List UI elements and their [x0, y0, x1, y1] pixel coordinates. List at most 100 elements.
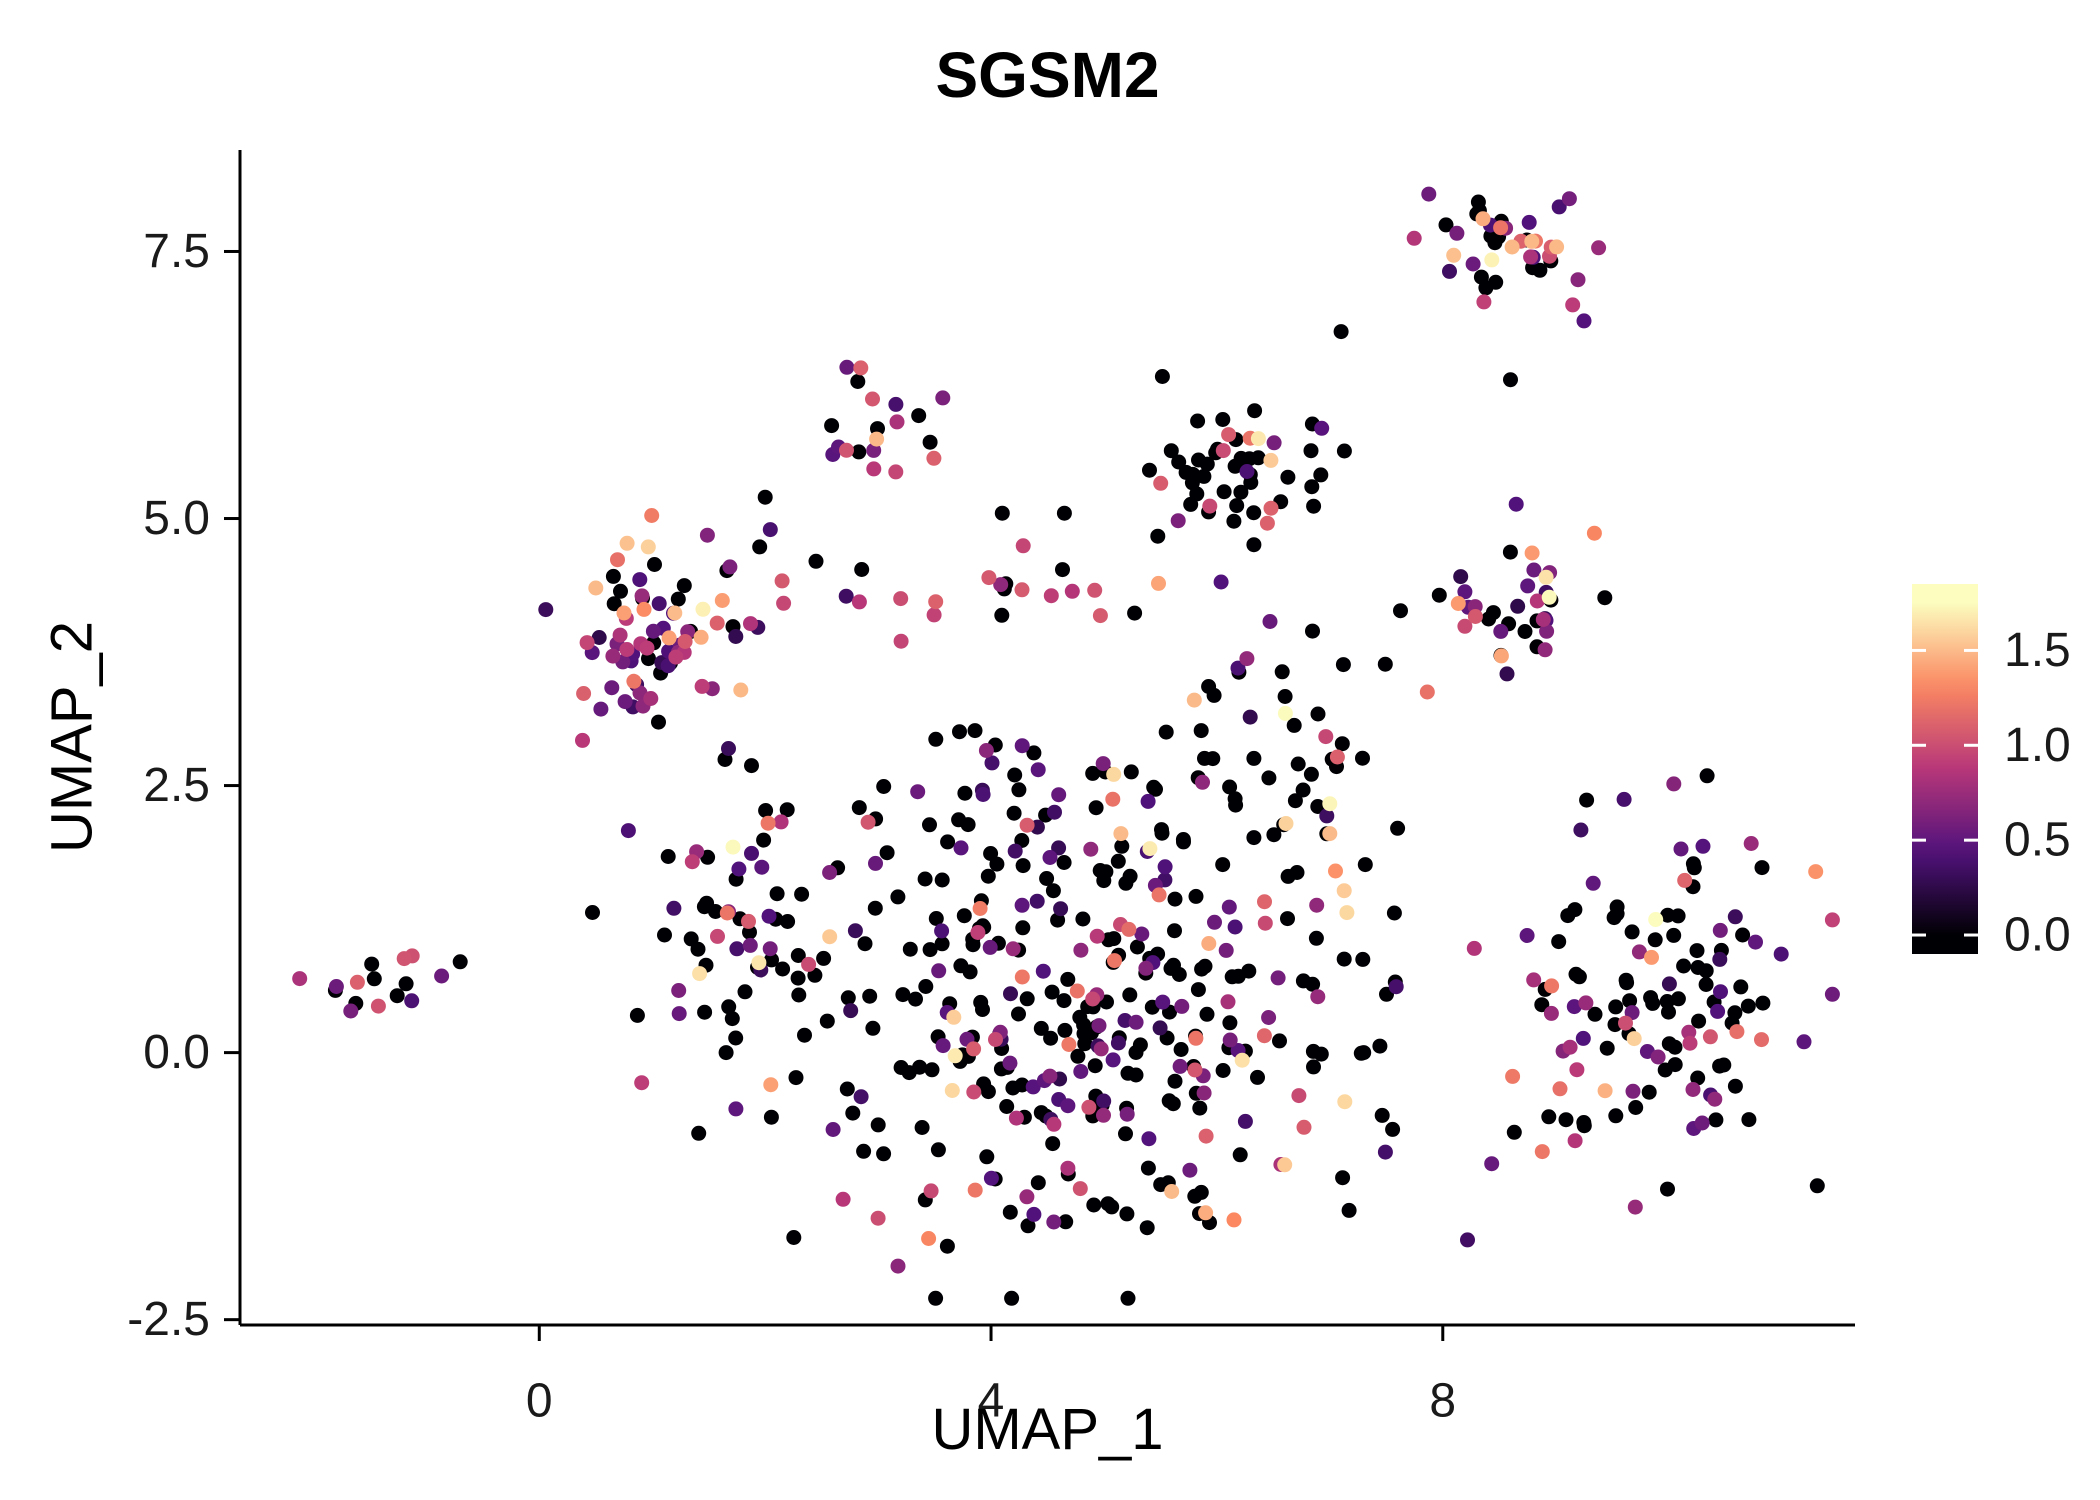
- data-point: [1170, 513, 1186, 529]
- data-point: [1506, 1124, 1522, 1140]
- data-point: [1089, 928, 1105, 944]
- data-point: [610, 552, 625, 568]
- data-point: [1151, 887, 1167, 903]
- data-point: [1526, 972, 1542, 988]
- data-point: [1192, 1100, 1208, 1116]
- data-point: [718, 1045, 734, 1061]
- data-point: [944, 1083, 960, 1098]
- data-point: [840, 990, 856, 1006]
- data-point: [1239, 464, 1255, 479]
- data-point: [856, 1143, 872, 1159]
- data-point: [1146, 779, 1162, 795]
- data-point: [890, 1258, 906, 1274]
- data-point: [1727, 1005, 1743, 1021]
- data-point: [1504, 239, 1520, 255]
- data-point: [1453, 569, 1469, 585]
- x-tick-label: 8: [1429, 1375, 1456, 1428]
- data-point: [1689, 943, 1705, 959]
- data-point: [721, 999, 737, 1015]
- data-point: [1042, 1068, 1058, 1084]
- data-point: [786, 1230, 802, 1245]
- data-point: [1713, 984, 1728, 1000]
- data-point: [870, 1117, 886, 1133]
- data-point: [774, 573, 790, 589]
- data-point: [645, 623, 661, 639]
- data-point: [632, 572, 648, 588]
- data-point: [908, 991, 923, 1007]
- data-point: [922, 434, 938, 450]
- data-point: [1740, 998, 1756, 1014]
- data-point: [1685, 1082, 1701, 1097]
- data-point: [1707, 1091, 1723, 1107]
- data-point: [1457, 618, 1473, 634]
- data-point: [619, 642, 635, 657]
- data-point: [1450, 596, 1466, 611]
- data-point: [1165, 1096, 1181, 1112]
- data-point: [744, 845, 759, 861]
- data-point: [1100, 1196, 1116, 1212]
- data-point: [1809, 1178, 1825, 1194]
- data-point: [434, 968, 450, 984]
- data-point: [1508, 496, 1524, 512]
- data-point: [743, 616, 758, 632]
- data-point: [1128, 1045, 1144, 1060]
- data-point: [790, 948, 806, 963]
- data-point: [1150, 528, 1166, 544]
- data-point: [822, 865, 838, 880]
- data-point: [1046, 1214, 1062, 1230]
- data-point: [1193, 723, 1209, 739]
- data-point: [742, 924, 757, 940]
- y-tick-label: 7.5: [143, 225, 210, 278]
- data-point: [1154, 369, 1170, 384]
- data-point: [1106, 931, 1122, 947]
- data-point: [1694, 1115, 1710, 1131]
- data-point: [1198, 1205, 1214, 1221]
- data-point: [1246, 537, 1262, 553]
- data-point: [1305, 1043, 1321, 1059]
- data-point: [1712, 922, 1728, 938]
- data-point: [1690, 1070, 1706, 1086]
- data-point: [1093, 1041, 1109, 1057]
- data-point: [1056, 993, 1072, 1009]
- data-point: [1246, 505, 1262, 521]
- data-point: [629, 1007, 645, 1023]
- data-point: [1257, 894, 1272, 910]
- data-point: [1597, 1083, 1613, 1099]
- data-point: [1216, 484, 1232, 500]
- data-point: [1729, 1024, 1745, 1040]
- data-point: [1121, 921, 1137, 937]
- data-point: [769, 886, 785, 902]
- data-point: [1015, 920, 1031, 936]
- data-point: [1019, 817, 1035, 833]
- data-point: [1576, 313, 1592, 329]
- legend-tick-label: 1.0: [2004, 719, 2071, 772]
- data-point: [1046, 1116, 1062, 1132]
- data-point: [1277, 689, 1293, 704]
- data-point: [1295, 782, 1311, 798]
- data-point: [917, 871, 933, 887]
- data-point: [816, 950, 832, 966]
- data-point: [1215, 443, 1231, 459]
- data-point: [893, 633, 909, 649]
- data-point: [651, 714, 666, 730]
- data-point: [1524, 233, 1540, 249]
- data-point: [657, 927, 672, 943]
- data-point: [1449, 225, 1465, 241]
- data-point: [576, 686, 592, 701]
- data-point: [890, 889, 906, 905]
- data-point: [1015, 858, 1031, 874]
- data-point: [1070, 1048, 1086, 1064]
- data-point: [1529, 593, 1545, 609]
- data-point: [850, 374, 866, 389]
- data-point: [1587, 1006, 1603, 1022]
- data-point: [1057, 1022, 1073, 1038]
- data-point: [1567, 902, 1583, 918]
- data-point: [1263, 500, 1279, 516]
- data-point: [763, 1109, 779, 1125]
- data-point: [1166, 957, 1181, 973]
- data-point: [1487, 235, 1503, 251]
- data-point: [1259, 515, 1275, 531]
- data-point: [1058, 1214, 1074, 1230]
- data-point: [619, 535, 635, 551]
- data-point: [1072, 1181, 1088, 1197]
